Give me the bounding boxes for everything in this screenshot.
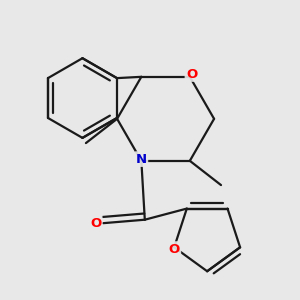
Text: O: O: [90, 217, 101, 230]
Text: N: N: [136, 153, 147, 166]
Text: O: O: [186, 68, 197, 81]
Text: O: O: [169, 242, 180, 256]
